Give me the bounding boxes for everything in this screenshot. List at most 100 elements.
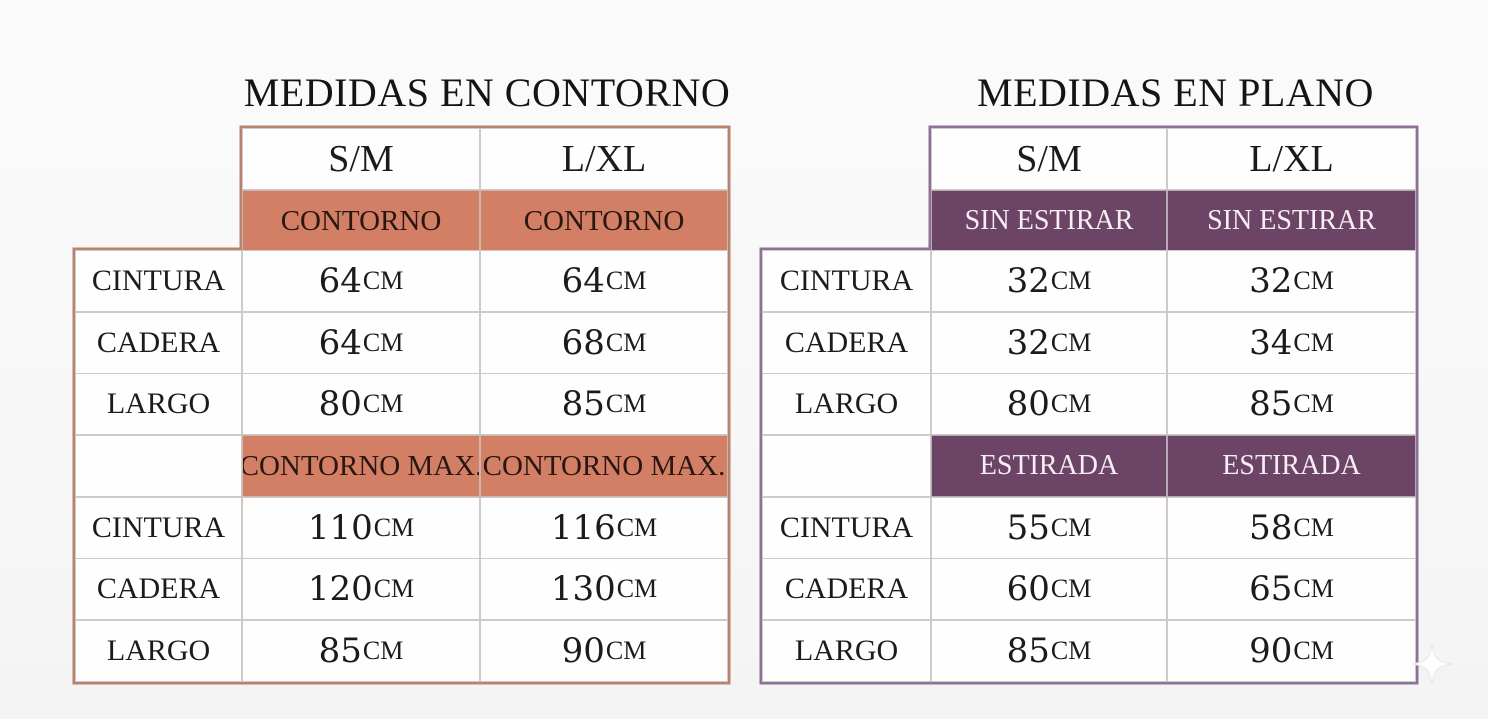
cell-text: 90 xyxy=(1249,631,1293,671)
cell-text: S/M xyxy=(1016,138,1082,180)
cell-text: 64 xyxy=(318,261,362,301)
cell-text: L/XL xyxy=(1249,138,1334,180)
measure-value: 58 CM xyxy=(1167,497,1416,559)
cell-text: 64 xyxy=(318,323,362,363)
cell-text: 85 xyxy=(1006,631,1050,671)
unit-label: CM xyxy=(605,328,647,357)
plano-title: MEDIDAS EN PLANO xyxy=(977,70,1374,115)
cell-text: 80 xyxy=(1006,384,1050,424)
cell-text: LARGO xyxy=(106,387,211,420)
measure-value: 120 CM xyxy=(242,558,480,620)
section-band: SIN ESTIRAR xyxy=(931,190,1167,252)
unit-label: CM xyxy=(362,636,404,665)
measure-label: CINTURA xyxy=(762,497,931,559)
cell-text: 65 xyxy=(1249,569,1293,609)
size-header: S/M xyxy=(242,128,480,190)
measure-value: 80 CM xyxy=(242,373,480,435)
measure-value: 65 CM xyxy=(1167,558,1416,620)
cell-text: L/XL xyxy=(561,138,647,180)
unit-label: CM xyxy=(1293,513,1334,542)
measure-value: 85 CM xyxy=(242,620,480,682)
measure-value: 60 CM xyxy=(931,558,1167,620)
cell-text: 34 xyxy=(1249,323,1293,363)
cell-text: ESTIRADA xyxy=(979,450,1119,481)
cell-text: 32 xyxy=(1006,261,1050,301)
measure-label: CINTURA xyxy=(75,497,242,559)
section-band: SIN ESTIRAR xyxy=(1167,190,1416,252)
measure-value: 110 CM xyxy=(242,497,480,559)
cell-text: CONTORNO xyxy=(280,204,442,237)
unit-label: CM xyxy=(373,513,415,542)
measure-value: 68 CM xyxy=(480,312,728,374)
measure-value: 80 CM xyxy=(931,373,1167,435)
cell-text: LARGO xyxy=(794,387,899,420)
cell-text: CINTURA xyxy=(91,511,226,544)
unit-label: CM xyxy=(1050,389,1092,418)
measure-value: 116 CM xyxy=(480,497,728,559)
section-band: CONTORNO MAX. xyxy=(242,435,480,497)
unit-label: CM xyxy=(605,389,647,418)
unit-label: CM xyxy=(616,574,658,603)
measure-value: 64 CM xyxy=(242,250,480,312)
cell-text: CINTURA xyxy=(779,511,914,544)
unit-label: CM xyxy=(362,266,404,295)
measure-value: 85 CM xyxy=(1167,373,1416,435)
cell-text: LARGO xyxy=(794,634,899,667)
cell-text: 32 xyxy=(1249,261,1293,301)
unit-label: CM xyxy=(616,513,658,542)
size-header: S/M xyxy=(931,128,1167,190)
cell-text: 85 xyxy=(1249,384,1293,424)
unit-label: CM xyxy=(373,574,415,603)
size-header: L/XL xyxy=(1167,128,1416,190)
blank-cell xyxy=(75,435,242,497)
unit-label: CM xyxy=(1293,574,1334,603)
unit-label: CM xyxy=(1293,266,1334,295)
measure-value: 32 CM xyxy=(931,312,1167,374)
measure-value: 85 CM xyxy=(480,373,728,435)
section-band: CONTORNO xyxy=(242,190,480,252)
cell-text: S/M xyxy=(328,138,394,180)
measure-label: CINTURA xyxy=(75,250,242,312)
cell-text: 120 xyxy=(307,569,373,609)
measure-value: 55 CM xyxy=(931,497,1167,559)
measure-label: LARGO xyxy=(75,620,242,682)
cell-text: CADERA xyxy=(784,572,909,605)
cell-text: 116 xyxy=(550,508,616,548)
cell-text: CADERA xyxy=(96,326,221,359)
cell-text: LARGO xyxy=(106,634,211,667)
unit-label: CM xyxy=(1050,574,1092,603)
measure-value: 85 CM xyxy=(931,620,1167,682)
measure-label: CADERA xyxy=(75,312,242,374)
cell-text: 60 xyxy=(1006,569,1050,609)
unit-label: CM xyxy=(1050,513,1092,542)
plano-table: S/M L/XL SIN ESTIRAR SIN ESTIRAR CINTURA 32 CM… xyxy=(759,125,1419,685)
cell-text: 130 xyxy=(550,569,616,609)
cell-text: CONTORNO MAX. xyxy=(482,449,726,482)
measure-value: 34 CM xyxy=(1167,312,1416,374)
section-band: CONTORNO xyxy=(480,190,728,252)
cell-text: 80 xyxy=(318,384,362,424)
cell-text: CADERA xyxy=(96,572,221,605)
section-band: ESTIRADA xyxy=(931,435,1167,497)
contorno-title: MEDIDAS EN CONTORNO xyxy=(243,70,731,115)
cell-text: 85 xyxy=(561,384,605,424)
measure-label: LARGO xyxy=(75,373,242,435)
unit-label: CM xyxy=(362,389,404,418)
cell-text: 90 xyxy=(561,631,605,671)
cell-text: CINTURA xyxy=(91,264,226,297)
cell-text: CADERA xyxy=(784,326,909,359)
measure-label: CADERA xyxy=(762,558,931,620)
unit-label: CM xyxy=(1050,636,1092,665)
cell-text: 64 xyxy=(561,261,605,301)
cell-text: CONTORNO MAX. xyxy=(242,449,480,482)
measure-label: CINTURA xyxy=(762,250,931,312)
unit-label: CM xyxy=(1293,636,1334,665)
section-band: CONTORNO MAX. xyxy=(480,435,728,497)
measure-value: 32 CM xyxy=(1167,250,1416,312)
sparkle-icon xyxy=(1411,643,1453,685)
cell-text: 68 xyxy=(561,323,605,363)
measure-label: LARGO xyxy=(762,373,931,435)
measure-value: 32 CM xyxy=(931,250,1167,312)
unit-label: CM xyxy=(1050,266,1092,295)
measure-label: CADERA xyxy=(762,312,931,374)
